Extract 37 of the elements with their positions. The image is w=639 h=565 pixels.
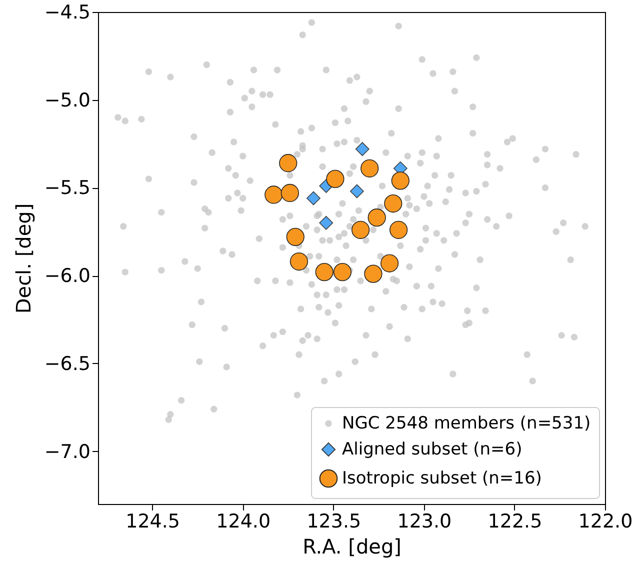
point xyxy=(390,220,408,239)
y-tick-label: −6.0 xyxy=(44,265,90,288)
y-axis-title: Decl. [deg] xyxy=(11,203,36,314)
point xyxy=(333,263,352,282)
point xyxy=(384,194,402,213)
point xyxy=(355,142,370,156)
point xyxy=(380,254,399,272)
x-tick-label: 124.0 xyxy=(216,510,271,532)
point xyxy=(364,264,382,283)
point xyxy=(326,170,344,188)
point xyxy=(351,220,370,239)
point xyxy=(290,252,308,271)
x-tick-label: 122.0 xyxy=(578,510,633,532)
x-tick-label: 123.0 xyxy=(397,510,452,532)
point xyxy=(319,216,334,230)
x-tick-label: 122.5 xyxy=(488,510,542,532)
legend-label: NGC 2548 members (n=531) xyxy=(342,414,591,434)
legend-label: Isotropic subset (n=16) xyxy=(342,468,542,488)
point xyxy=(391,172,410,190)
point xyxy=(360,159,379,178)
point xyxy=(350,184,364,198)
point xyxy=(280,184,299,202)
y-tick-label: −4.5 xyxy=(44,2,90,24)
point xyxy=(264,186,283,204)
legend-label: Aligned subset (n=6) xyxy=(342,440,522,460)
point xyxy=(368,208,386,227)
x-tick-label: 123.5 xyxy=(306,510,362,532)
x-tick-label: 124.5 xyxy=(126,510,180,532)
y-tick-label: −6.5 xyxy=(44,352,90,375)
y-tick-label: −5.0 xyxy=(44,89,90,112)
point xyxy=(306,191,320,206)
y-tick-label: −5.5 xyxy=(44,177,90,200)
y-tick-label: −7.0 xyxy=(44,440,90,463)
point xyxy=(315,263,334,282)
point xyxy=(279,154,298,172)
x-axis-title: R.A. [deg] xyxy=(302,534,402,558)
point xyxy=(286,228,304,246)
